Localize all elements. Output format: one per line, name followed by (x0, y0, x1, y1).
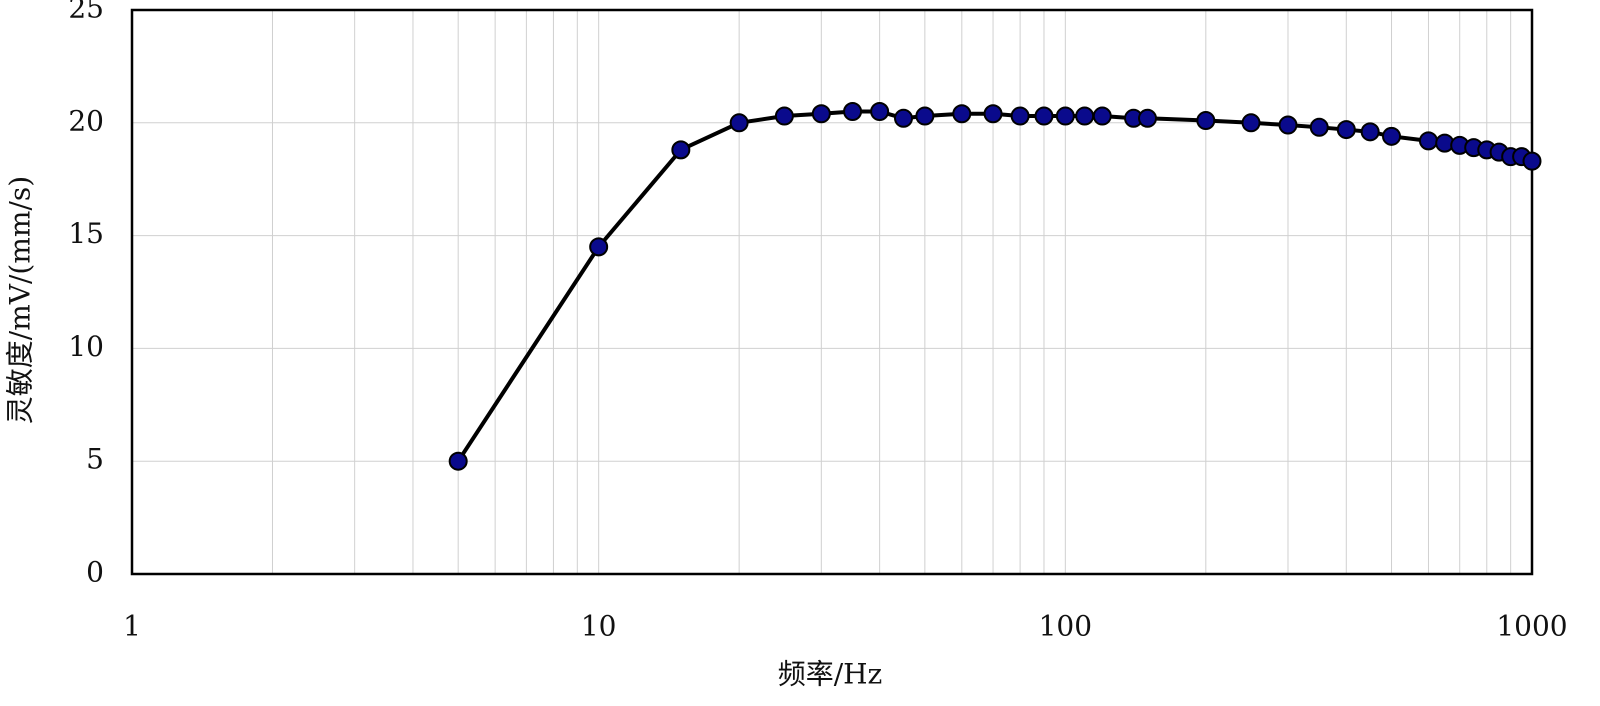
data-point (774, 106, 794, 126)
data-point (1034, 106, 1054, 126)
data-point (448, 451, 468, 471)
x-tick-label: 10 (581, 610, 617, 643)
data-point (843, 102, 863, 122)
data-point (1336, 120, 1356, 140)
data-point (811, 104, 831, 124)
y-tick-label: 20 (68, 104, 104, 137)
data-point (1418, 131, 1438, 151)
x-tick-label: 1 (123, 610, 141, 643)
data-point (589, 237, 609, 257)
data-point (1010, 106, 1030, 126)
data-point (870, 102, 890, 122)
data-point (1241, 113, 1261, 133)
data-point (1138, 108, 1158, 128)
y-tick-label: 10 (68, 330, 104, 363)
data-point (952, 104, 972, 124)
data-point (1075, 106, 1095, 126)
data-point (1092, 106, 1112, 126)
y-axis-label: 灵敏度/mV/(mm/s) (4, 176, 37, 424)
data-point (983, 104, 1003, 124)
data-point (1360, 122, 1380, 142)
data-point (1382, 126, 1402, 146)
y-tick-label: 25 (68, 0, 104, 25)
data-point (1055, 106, 1075, 126)
y-tick-label: 0 (86, 556, 104, 589)
data-point (1522, 151, 1542, 171)
data-point (1196, 111, 1216, 131)
data-line (456, 109, 1533, 463)
y-tick-label: 5 (86, 443, 104, 476)
x-axis-label: 频率/Hz (778, 658, 883, 691)
data-point (1309, 117, 1329, 137)
y-tick-label: 15 (68, 217, 104, 250)
data-point (915, 106, 935, 126)
data-point (671, 140, 691, 160)
data-point (893, 108, 913, 128)
x-tick-label: 1000 (1496, 610, 1567, 643)
x-tick-label: 100 (1039, 610, 1092, 643)
data-point (1278, 115, 1298, 135)
plot-frame (130, 8, 1534, 576)
data-point (729, 113, 749, 133)
